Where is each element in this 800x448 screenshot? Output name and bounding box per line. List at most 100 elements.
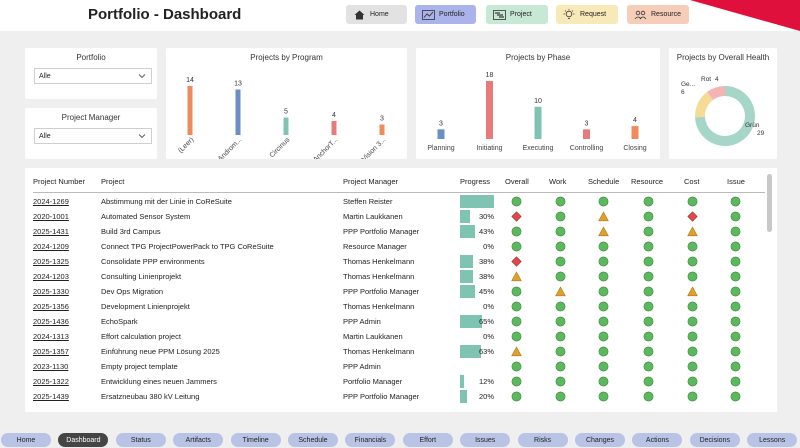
chart-bar [331, 121, 337, 135]
table-row[interactable]: 2024-1269 Abstimmung mit der Linie in CoR… [25, 194, 765, 209]
column-header[interactable]: Issue [727, 177, 745, 186]
project-number-link[interactable]: 2024-1209 [33, 242, 69, 251]
status-green-icon [598, 241, 609, 252]
column-header[interactable]: Work [549, 177, 567, 186]
progress-value: 45% [478, 287, 494, 296]
project-manager: PPP Admin [343, 362, 381, 371]
table-row[interactable]: 2025-1439 Ersatzneubau 380 kV Leitung PPP … [25, 389, 765, 404]
progress-value: 20% [478, 392, 494, 401]
project-number-link[interactable]: 2025-1431 [33, 227, 69, 236]
tab-timeline[interactable]: Timeline [230, 433, 281, 447]
tab-artifacts[interactable]: Artifacts [173, 433, 224, 447]
column-header[interactable]: Progress [460, 177, 491, 186]
status-green-icon [643, 361, 654, 372]
column-header[interactable]: Cost [684, 177, 700, 186]
project-number-link[interactable]: 2025-1322 [33, 377, 69, 386]
status-green-icon [643, 271, 654, 282]
progress-value: 63% [478, 347, 494, 356]
table-row[interactable]: 2024-1209 Connect TPG ProjectPowerPack to… [25, 239, 765, 254]
data-label: 18 [486, 72, 494, 79]
tab-issues[interactable]: Issues [460, 433, 511, 447]
status-green-icon [643, 316, 654, 327]
project-number-link[interactable]: 2025-1330 [33, 287, 69, 296]
table-row[interactable]: 2020-1001 Automated Sensor System Martin L… [25, 209, 765, 224]
project-number-link[interactable]: 2025-1439 [33, 392, 69, 401]
nav-project-button[interactable]: Project [486, 5, 548, 24]
status-green-icon [687, 316, 698, 327]
table-scrollbar[interactable] [767, 174, 772, 232]
tab-home[interactable]: Home [1, 433, 51, 447]
tick-label: Circinus [269, 136, 292, 159]
column-header[interactable]: Schedule [588, 177, 620, 186]
progress-bar [460, 285, 476, 298]
phase-chart-title: Projects by Phase [505, 53, 571, 62]
table-row[interactable]: 2025-1322 Entwicklung eines neuen Jammers… [25, 374, 765, 389]
project-manager: PPP Portfolio Manager [343, 227, 420, 236]
table-row[interactable]: 2025-1431 Build 3rd Campus PPP Portfolio M… [25, 224, 765, 239]
table-row[interactable]: 2024-1313 Effort calculation project Marti… [25, 329, 765, 344]
column-header[interactable]: Overall [505, 177, 529, 186]
table-row[interactable]: 2025-1330 Dev Ops Migration PPP Portfolio … [25, 284, 765, 299]
progress-bar [460, 195, 494, 208]
status-green-icon [730, 391, 741, 402]
tab-changes[interactable]: Changes [575, 433, 625, 447]
tab-status[interactable]: Status [115, 433, 166, 447]
column-header[interactable]: Resource [631, 177, 664, 186]
tab-schedule[interactable]: Schedule [288, 433, 338, 447]
project-number-link[interactable]: 2025-1356 [33, 302, 69, 311]
column-header[interactable]: Project Number [33, 177, 86, 186]
status-green-icon [511, 286, 522, 297]
progress-bar [460, 345, 482, 358]
status-green-icon [598, 286, 609, 297]
status-green-icon [730, 211, 741, 222]
project-number-link[interactable]: 2025-1357 [33, 347, 69, 356]
project-name: Dev Ops Migration [101, 287, 164, 296]
table-row[interactable]: 2023-1130 Empty project template PPP Admin [25, 359, 765, 374]
status-critical-icon [687, 211, 698, 222]
nav-portfolio-button[interactable]: Portfolio [415, 5, 476, 24]
tab-decisions[interactable]: Decisions [689, 433, 740, 447]
project-number-link[interactable]: 2024-1269 [33, 197, 69, 206]
tab-risks[interactable]: Risks [517, 433, 568, 447]
project-name: Consolidate PPP environments [101, 257, 205, 266]
project-number-link[interactable]: 2024-1203 [33, 272, 69, 281]
nav-portfolio-label: Portfolio [439, 11, 465, 18]
tab-effort[interactable]: Effort [402, 433, 453, 447]
project-number-link[interactable]: 2020-1001 [33, 212, 69, 221]
table-row[interactable]: 2024-1203 Consulting Linienprojekt Thomas … [25, 269, 765, 284]
tab-actions[interactable]: Actions [632, 433, 683, 447]
nav-home-button[interactable]: Home [346, 5, 407, 24]
portfolio-dropdown[interactable]: Alle [34, 68, 152, 84]
progress-value: 0% [483, 302, 494, 311]
chart-bar [379, 124, 385, 135]
project-table: Project Number Project Project Manager Prog… [25, 168, 777, 412]
tick-label: Closing [623, 145, 646, 152]
manager-dropdown[interactable]: Alle [34, 128, 152, 144]
data-label: 14 [186, 77, 194, 84]
status-green-icon [730, 331, 741, 342]
status-green-icon [555, 256, 566, 267]
data-label: 3 [439, 120, 443, 127]
status-green-icon [643, 376, 654, 387]
project-number-link[interactable]: 2025-1325 [33, 257, 69, 266]
nav-request-button[interactable]: Request [556, 5, 618, 24]
nav-resource-button[interactable]: Resource [627, 5, 689, 24]
status-green-icon [730, 196, 741, 207]
column-header[interactable]: Project [101, 177, 125, 186]
tab-financials[interactable]: Financials [345, 433, 396, 447]
project-number-link[interactable]: 2025-1436 [33, 317, 69, 326]
table-row[interactable]: 2025-1356 Development Linienprojekt Thomas… [25, 299, 765, 314]
tab-dashboard[interactable]: Dashboard [58, 433, 109, 447]
status-green-icon [598, 196, 609, 207]
table-row[interactable]: 2025-1436 EchoSpark PPP Admin 65% [25, 314, 765, 329]
nav-resource-label: Resource [651, 11, 681, 18]
project-number-link[interactable]: 2024-1313 [33, 332, 69, 341]
column-header[interactable]: Project Manager [343, 177, 399, 186]
tick-label: AnchorT... [312, 136, 339, 159]
table-row[interactable]: 2025-1325 Consolidate PPP environments Tho… [25, 254, 765, 269]
slice-label: Rot [701, 76, 711, 83]
tab-lessons[interactable]: Lessons [747, 433, 798, 447]
status-green-icon [643, 211, 654, 222]
table-row[interactable]: 2025-1357 Einführung neue PPM Lösung 2025… [25, 344, 765, 359]
project-number-link[interactable]: 2023-1130 [33, 362, 69, 371]
